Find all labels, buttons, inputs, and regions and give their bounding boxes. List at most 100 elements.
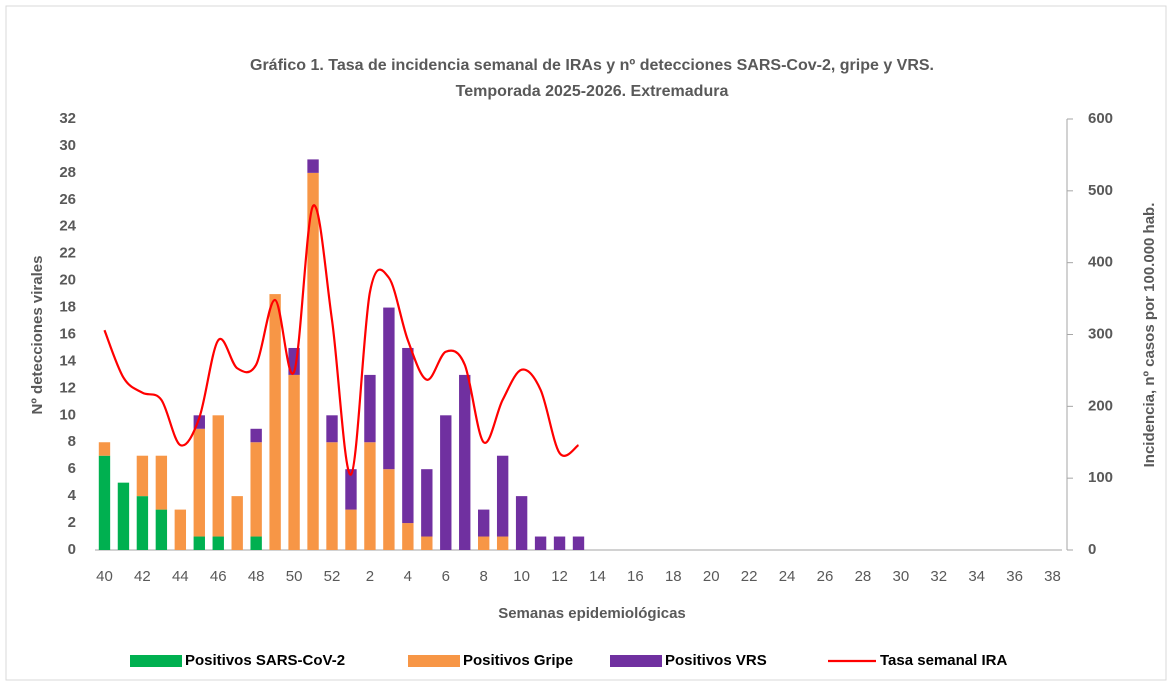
x-tick-label: 12 [551,568,568,585]
legend-swatch [408,655,460,667]
bar [364,374,376,443]
legend-swatch [610,655,662,667]
y2-tick-label: 300 [1088,325,1113,342]
bar [174,509,187,550]
bar [496,536,509,550]
bar [534,536,547,550]
bar [383,469,395,550]
y2-tick-label: 0 [1088,541,1096,558]
y-tick-label: 28 [59,164,76,181]
bar [496,455,509,537]
bar [402,523,414,550]
x-tick-label: 24 [779,568,796,585]
bar [307,172,319,550]
bar [155,455,168,510]
bar [440,415,452,550]
x-tick-label: 48 [248,568,265,585]
x-tick-label: 42 [134,568,151,585]
bar [98,455,111,550]
bar [515,496,528,550]
legend-label: Positivos VRS [665,652,767,669]
y-tick-label: 24 [59,218,76,235]
x-tick-label: 52 [324,568,341,585]
x-tick-label: 4 [404,568,412,585]
bar [136,455,149,497]
bar [326,442,338,550]
bar [478,509,490,537]
bar [117,482,130,550]
bar [231,496,243,550]
bar [288,347,300,375]
bar [421,469,433,537]
y-axis-label: Nº detecciones virales [29,256,46,415]
legend-swatch [130,655,182,667]
x-tick-label: 6 [442,568,450,585]
x-tick-label: 44 [172,568,189,585]
chart-title: Gráfico 1. Tasa de incidencia semanal de… [250,57,934,74]
bar [345,469,357,510]
legend-label: Tasa semanal IRA [880,652,1007,669]
x-tick-label: 26 [817,568,834,585]
x-tick-label: 8 [480,568,488,585]
y-tick-label: 32 [59,110,76,127]
x-tick-label: 10 [513,568,530,585]
y-tick-label: 4 [68,487,77,504]
x-tick-label: 32 [930,568,947,585]
bar [98,442,111,456]
bar [364,442,376,550]
chart-border [5,5,1167,681]
bar [288,374,300,550]
bar [193,536,205,550]
y-tick-label: 8 [68,433,76,450]
y-tick-label: 6 [68,460,76,477]
bar [326,415,338,443]
chart-title: Temporada 2025-2026. Extremadura [456,83,729,100]
bar [269,294,281,550]
legend-label: Positivos Gripe [463,652,573,669]
y2-tick-label: 400 [1088,254,1113,271]
y-tick-label: 30 [59,137,76,154]
x-tick-label: 20 [703,568,720,585]
bar [478,536,490,550]
bar [572,536,585,550]
bar [421,536,433,550]
x-tick-label: 14 [589,568,606,585]
y2-axis-label: Incidencia, nº casos por 100.000 hab. [1141,203,1158,468]
x-tick-label: 18 [665,568,682,585]
x-tick-label: 36 [1006,568,1023,585]
y-tick-label: 0 [68,541,76,558]
x-tick-label: 22 [741,568,758,585]
bar [193,415,205,429]
bar [307,159,319,173]
x-tick-label: 16 [627,568,644,585]
line [103,204,580,476]
x-tick-label: 38 [1044,568,1061,585]
y-tick-label: 26 [59,191,76,208]
bar [136,496,149,550]
y-tick-label: 2 [68,514,76,531]
y-tick-label: 12 [59,379,76,396]
y-tick-label: 20 [59,272,76,289]
legend-label: Positivos SARS-CoV-2 [185,652,345,669]
x-tick-label: 46 [210,568,227,585]
y-tick-label: 22 [59,245,76,262]
bar [459,374,471,550]
y2-tick-label: 100 [1088,469,1113,486]
y-tick-label: 10 [59,406,76,423]
bar [345,509,357,550]
x-tick-label: 30 [892,568,909,585]
bar [402,347,414,524]
y2-tick-label: 200 [1088,397,1113,414]
bar [250,442,262,537]
bar [155,509,168,550]
y-tick-label: 14 [59,352,76,369]
bar [250,428,262,443]
bar [193,428,205,537]
bar [212,415,224,537]
y-tick-label: 18 [59,299,76,316]
x-tick-label: 40 [96,568,113,585]
bar [553,536,566,550]
bar [212,536,224,550]
y2-tick-label: 500 [1088,182,1113,199]
